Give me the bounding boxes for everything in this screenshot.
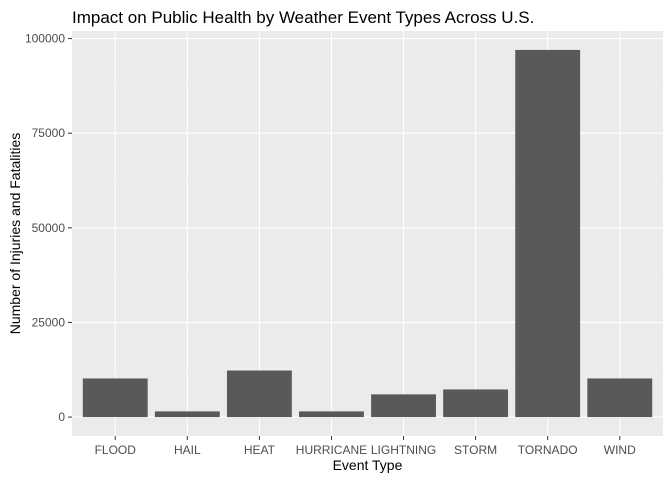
bars	[82, 49, 653, 418]
y-tick-label: 25000	[32, 315, 66, 329]
y-tick-label: 0	[58, 410, 65, 424]
bar-hurricane	[299, 411, 364, 418]
x-tick-label: TORNADO	[518, 443, 578, 457]
x-axis-ticks: FLOOD HAIL HEAT HURRICANE LIGHTNING STORM TORN…	[95, 436, 636, 457]
bar-heat	[226, 370, 292, 418]
bar-storm	[443, 389, 509, 418]
y-axis-title: Number of Injuries and Fatalities	[7, 133, 23, 335]
bar-lightning	[371, 394, 436, 418]
x-tick-label: LIGHTNING	[371, 443, 436, 457]
grid-lines	[72, 31, 663, 436]
y-axis-ticks: 0 25000 50000 75000 100000	[25, 32, 72, 424]
bar-wind	[587, 378, 653, 418]
bar-flood	[82, 378, 148, 418]
x-tick-label: HAIL	[174, 443, 201, 457]
x-tick-label: WIND	[604, 443, 636, 457]
bar-tornado	[515, 49, 581, 418]
x-axis-title: Event Type	[333, 457, 403, 473]
x-tick-label: HURRICANE	[296, 443, 367, 457]
y-tick-label: 50000	[32, 221, 66, 235]
x-tick-label: HEAT	[244, 443, 276, 457]
y-tick-label: 75000	[32, 126, 66, 140]
bar-hail	[154, 411, 220, 418]
x-tick-label: FLOOD	[95, 443, 137, 457]
y-tick-label: 100000	[25, 32, 65, 46]
chart-title: Impact on Public Health by Weather Event…	[72, 8, 534, 27]
x-tick-label: STORM	[454, 443, 497, 457]
